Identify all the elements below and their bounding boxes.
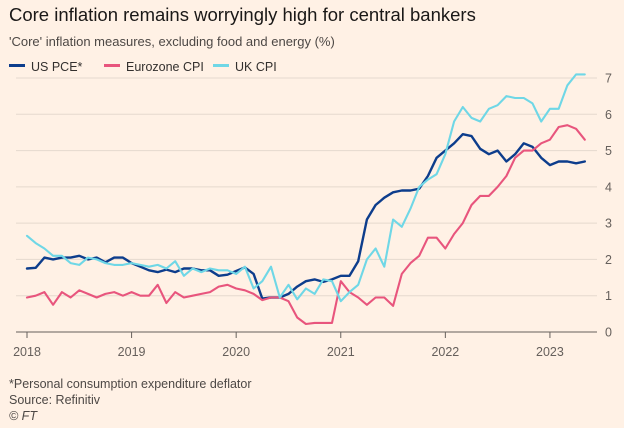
series-line-eurozone-cpi xyxy=(25,124,586,326)
y-tick-label: 4 xyxy=(605,180,612,194)
legend-swatch-us-pce xyxy=(9,64,25,68)
y-tick-label: 6 xyxy=(605,108,612,122)
x-tick-label: 2022 xyxy=(431,345,459,359)
x-tick-label: 2020 xyxy=(222,345,250,359)
legend-label-eurozone-cpi: Eurozone CPI xyxy=(126,60,204,74)
y-tick-label: 2 xyxy=(605,253,612,267)
series-line-us-pce xyxy=(25,132,586,300)
chart-subtitle: 'Core' inflation measures, excluding foo… xyxy=(9,34,335,49)
chart-source: Source: Refinitiv xyxy=(9,393,101,407)
chart-series xyxy=(25,73,586,326)
y-axis-ticks: 0 1 2 3 4 5 6 7 xyxy=(605,72,612,340)
legend-label-uk-cpi: UK CPI xyxy=(235,60,277,74)
x-tick-label: 2023 xyxy=(536,345,564,359)
x-tick-label: 2021 xyxy=(327,345,355,359)
x-axis-ticks: 2018 2019 2020 2021 2022 2023 xyxy=(13,332,564,359)
y-tick-label: 1 xyxy=(605,289,612,303)
legend-item-us-pce: US PCE* xyxy=(9,60,82,76)
chart-gridlines xyxy=(16,77,597,333)
legend-swatch-uk-cpi xyxy=(213,64,229,68)
y-tick-label: 3 xyxy=(605,217,612,231)
y-tick-label: 0 xyxy=(605,326,612,340)
legend-item-uk-cpi: UK CPI xyxy=(213,60,277,76)
chart-title: Core inflation remains worryingly high f… xyxy=(9,4,476,25)
series-line-uk-cpi xyxy=(25,73,586,303)
legend-swatch-eurozone-cpi xyxy=(104,64,120,68)
legend-label-us-pce: US PCE* xyxy=(31,60,83,74)
y-tick-label: 5 xyxy=(605,144,612,158)
legend-item-eurozone-cpi: Eurozone CPI xyxy=(104,60,204,76)
chart-footnote: *Personal consumption expenditure deflat… xyxy=(9,377,252,391)
chart-credit: © FT xyxy=(9,409,37,423)
y-tick-label: 7 xyxy=(605,72,612,86)
x-tick-label: 2019 xyxy=(118,345,146,359)
x-tick-label: 2018 xyxy=(13,345,41,359)
